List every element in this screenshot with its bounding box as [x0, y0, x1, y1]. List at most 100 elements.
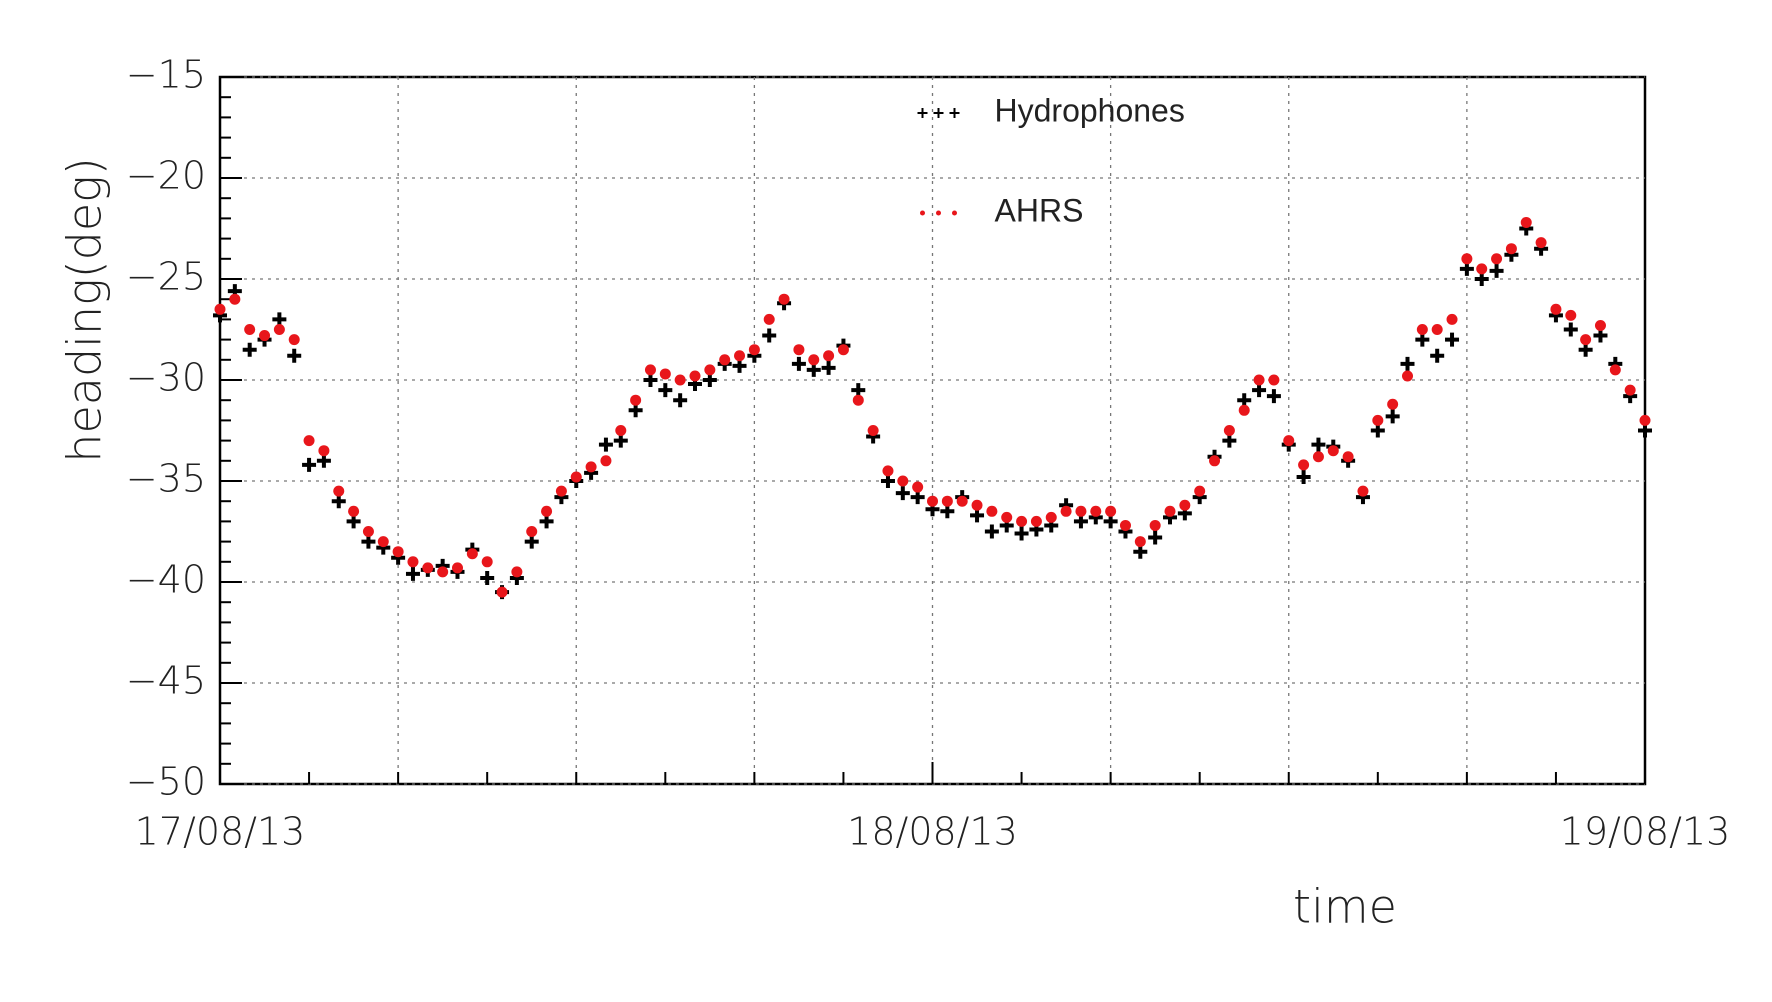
- data-point: [1446, 313, 1458, 325]
- data-point: [1594, 319, 1606, 331]
- data-point: [1283, 435, 1295, 447]
- data-point: [1001, 511, 1013, 523]
- legend-marker: [920, 210, 925, 216]
- data-point: [214, 303, 226, 315]
- data-point: [927, 495, 938, 507]
- data-point: [882, 465, 894, 477]
- data-point: [1016, 515, 1028, 527]
- data-point: [541, 505, 553, 517]
- data-point: [941, 495, 953, 507]
- x-tick-label: 17/08/13: [135, 810, 306, 854]
- data-point: [762, 328, 777, 343]
- data-point: [1075, 505, 1087, 517]
- data-point: [437, 566, 449, 578]
- data-point: [1164, 505, 1176, 517]
- data-point: [1535, 237, 1547, 249]
- data-point: [570, 471, 582, 483]
- x-axis-label: time: [1293, 880, 1397, 934]
- data-point: [823, 350, 835, 362]
- legend-label: Hydrophones: [995, 92, 1185, 128]
- y-tick-label: −40: [126, 558, 206, 602]
- data-point: [1416, 324, 1428, 335]
- data-point: [555, 485, 567, 497]
- data-point: [778, 293, 790, 305]
- data-point: [1461, 253, 1473, 265]
- data-point: [1311, 437, 1326, 452]
- data-point: [1194, 485, 1206, 497]
- data-point: [259, 330, 271, 342]
- data-point: [302, 457, 317, 472]
- data-point: [600, 455, 612, 467]
- data-point: [392, 546, 404, 558]
- data-point: [1489, 263, 1504, 278]
- legend-marker: [952, 210, 957, 216]
- data-point: [630, 394, 642, 406]
- data-point: [1266, 389, 1281, 404]
- data-point: [837, 344, 849, 356]
- data-point: [748, 344, 760, 356]
- data-point: [895, 486, 910, 501]
- data-point: [1179, 499, 1191, 511]
- data-point: [971, 499, 983, 511]
- data-point: [867, 425, 879, 436]
- data-point: [318, 445, 330, 457]
- data-point: [791, 356, 806, 371]
- data-point: [793, 344, 805, 356]
- legend-marker: [949, 108, 960, 118]
- data-point: [1149, 519, 1161, 531]
- data-point: [362, 526, 374, 537]
- data-point: [1327, 445, 1339, 457]
- data-point: [1402, 370, 1413, 382]
- data-point: [1357, 485, 1369, 497]
- data-point: [1105, 505, 1117, 517]
- data-point: [1476, 263, 1488, 275]
- data-point: [986, 505, 998, 517]
- y-tick-label: −25: [126, 255, 206, 299]
- data-point: [1253, 374, 1265, 386]
- data-point: [674, 374, 686, 386]
- data-point: [1550, 303, 1562, 315]
- data-point: [897, 475, 909, 487]
- data-point: [1298, 459, 1310, 471]
- data-point: [852, 394, 864, 406]
- y-axis-label: heading(deg): [58, 157, 112, 462]
- data-point: [1565, 309, 1577, 321]
- data-point: [405, 566, 420, 581]
- data-point: [480, 570, 495, 585]
- data-point: [1372, 414, 1384, 426]
- y-tick-label: −15: [126, 53, 206, 97]
- data-point: [1134, 536, 1146, 548]
- y-tick-label: −30: [126, 356, 206, 400]
- data-point: [229, 293, 241, 305]
- data-point: [659, 368, 671, 380]
- data-point: [1223, 425, 1235, 436]
- data-point: [422, 562, 434, 574]
- data-point: [704, 364, 716, 376]
- data-point: [526, 526, 538, 537]
- legend-marker: [936, 210, 941, 216]
- data-point: [1520, 216, 1532, 228]
- data-point: [734, 350, 746, 362]
- data-point: [821, 360, 836, 375]
- data-point: [273, 324, 285, 335]
- data-point: [1209, 455, 1221, 467]
- data-point: [1045, 511, 1057, 523]
- data-point: [1238, 404, 1250, 416]
- data-point: [303, 435, 315, 447]
- data-point: [466, 548, 478, 560]
- data-point: [1491, 253, 1503, 265]
- data-point: [956, 495, 968, 507]
- data-point: [1060, 505, 1072, 517]
- data-point: [1268, 374, 1280, 386]
- data-point: [1609, 364, 1621, 376]
- data-point: [763, 313, 775, 325]
- data-point: [407, 556, 419, 568]
- data-point: [1090, 505, 1102, 517]
- data-point: [287, 348, 302, 363]
- data-point: [1639, 414, 1651, 426]
- data-point: [348, 505, 360, 517]
- data-point: [585, 461, 597, 473]
- data-point: [1014, 526, 1029, 541]
- y-tick-label: −20: [126, 154, 206, 198]
